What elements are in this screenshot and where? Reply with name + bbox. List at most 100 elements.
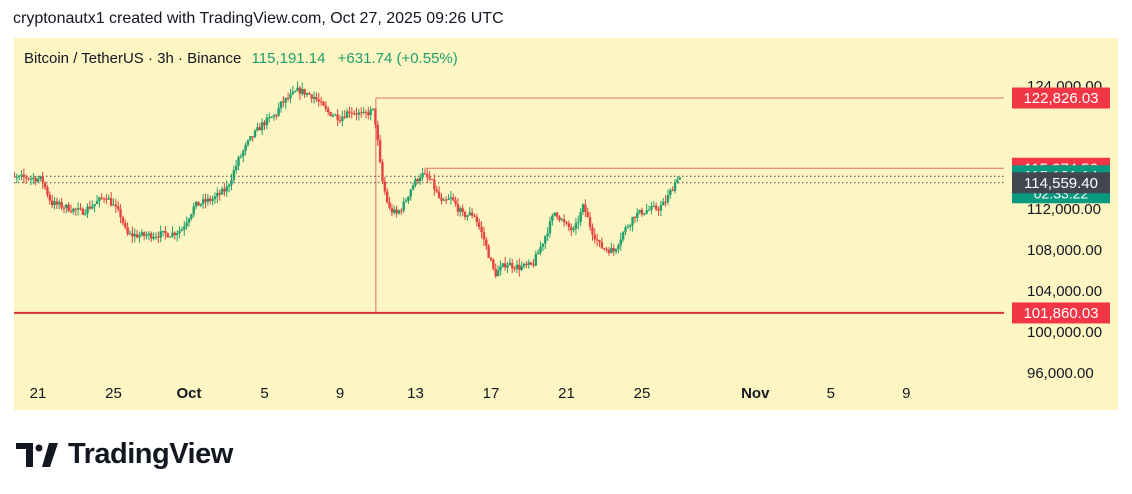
- candle-body: [381, 162, 384, 182]
- candle-body: [430, 179, 434, 181]
- candle-body: [81, 208, 85, 215]
- candle-body: [251, 136, 254, 138]
- candle-body: [572, 228, 575, 231]
- candle-body: [664, 201, 667, 203]
- candle-body: [671, 190, 674, 192]
- candle-body: [577, 221, 580, 224]
- candle-body: [520, 266, 523, 270]
- candle-body: [400, 210, 403, 212]
- candle-body: [105, 199, 108, 201]
- candle-body: [209, 198, 212, 201]
- candle-body: [303, 88, 306, 95]
- candle-body: [308, 93, 311, 95]
- price-label-text: 101,860.03: [1023, 305, 1098, 322]
- candle-body: [246, 140, 250, 145]
- candle-body: [546, 233, 549, 237]
- candle-body: [234, 165, 238, 171]
- candle-body: [643, 213, 646, 215]
- candle-body: [378, 140, 382, 163]
- candle-body: [32, 177, 35, 179]
- symbol-legend: Bitcoin / TetherUS · 3h · Binance 115,19…: [24, 50, 458, 67]
- candle-body: [390, 207, 394, 213]
- candle-body: [527, 262, 530, 265]
- candle-body: [433, 179, 436, 190]
- candle-body: [76, 208, 80, 210]
- candle-body: [426, 173, 429, 178]
- candle-body: [88, 206, 92, 209]
- candle-body: [404, 200, 408, 202]
- candle-body: [461, 208, 464, 213]
- candle-body: [536, 252, 540, 255]
- candle-body: [62, 207, 66, 209]
- candle-body: [499, 266, 502, 271]
- candle-body: [555, 212, 559, 217]
- candle-body: [562, 219, 566, 223]
- candle-body: [423, 173, 427, 175]
- candle-body: [91, 206, 94, 209]
- candle-body: [584, 204, 587, 212]
- candle-body: [586, 211, 589, 218]
- candle-body: [629, 225, 632, 227]
- candle-body: [282, 101, 285, 103]
- candle-body: [138, 235, 141, 238]
- candle-body: [334, 114, 337, 116]
- candle-body: [591, 227, 594, 235]
- candle-body: [199, 203, 202, 206]
- candle-body: [662, 201, 665, 206]
- tradingview-logo: TradingView: [16, 438, 233, 471]
- candle-body: [109, 197, 113, 206]
- candle-body: [385, 191, 389, 203]
- candle-body: [480, 227, 483, 233]
- candle-body: [128, 233, 132, 235]
- price-label-text: 122,826.03: [1023, 90, 1098, 107]
- candle-body: [534, 254, 538, 266]
- candle-body: [126, 227, 129, 234]
- candle-body: [565, 222, 568, 224]
- candle-body: [98, 197, 101, 202]
- candle-body: [475, 216, 479, 223]
- candle-body: [548, 221, 552, 234]
- candle-body: [570, 227, 573, 231]
- candle-body: [43, 182, 47, 188]
- candle-body: [338, 120, 342, 122]
- x-axis-tick-label: 5: [260, 385, 268, 402]
- candle-body: [150, 233, 153, 239]
- candle-body: [242, 150, 245, 157]
- candle-body: [468, 212, 471, 216]
- candle-body: [473, 215, 476, 217]
- candle-body: [588, 217, 592, 228]
- x-axis-tick-label: 25: [105, 385, 122, 402]
- candle-body: [598, 240, 601, 243]
- last-price: 115,191.14: [251, 50, 326, 67]
- candle-body: [227, 184, 231, 187]
- x-axis-tick-label: 21: [30, 385, 47, 402]
- candle-body: [230, 179, 233, 185]
- candle-body: [223, 188, 226, 192]
- candle-body: [393, 209, 396, 213]
- candle-body: [409, 189, 412, 197]
- candle-body: [511, 263, 514, 268]
- candle-body: [541, 243, 545, 247]
- candle-body: [244, 144, 247, 151]
- candle-body: [79, 208, 82, 210]
- candle-body: [312, 97, 316, 99]
- candle-body: [95, 201, 99, 204]
- candle-body: [421, 173, 424, 178]
- candle-body: [331, 115, 335, 117]
- chart-canvas[interactable]: 124,000.00112,000.00108,000.00104,000.00…: [14, 38, 1118, 410]
- candle-body: [48, 194, 51, 201]
- candle-body: [654, 205, 658, 210]
- candle-body: [402, 201, 405, 211]
- x-axis-tick-label: 9: [902, 385, 910, 402]
- candle-body: [301, 88, 304, 94]
- candle-body: [595, 239, 599, 241]
- candle-body: [168, 236, 172, 238]
- candle-body: [284, 98, 287, 103]
- candle-body: [237, 157, 240, 166]
- candle-body: [187, 218, 191, 223]
- candle-body: [360, 112, 363, 114]
- candle-body: [310, 94, 313, 99]
- price-chart[interactable]: 124,000.00 112,000.00 108,000.00 104,000.00…: [14, 38, 1118, 410]
- candle-body: [532, 264, 535, 266]
- y-axis-tick-label: 112,000.00: [1027, 201, 1101, 218]
